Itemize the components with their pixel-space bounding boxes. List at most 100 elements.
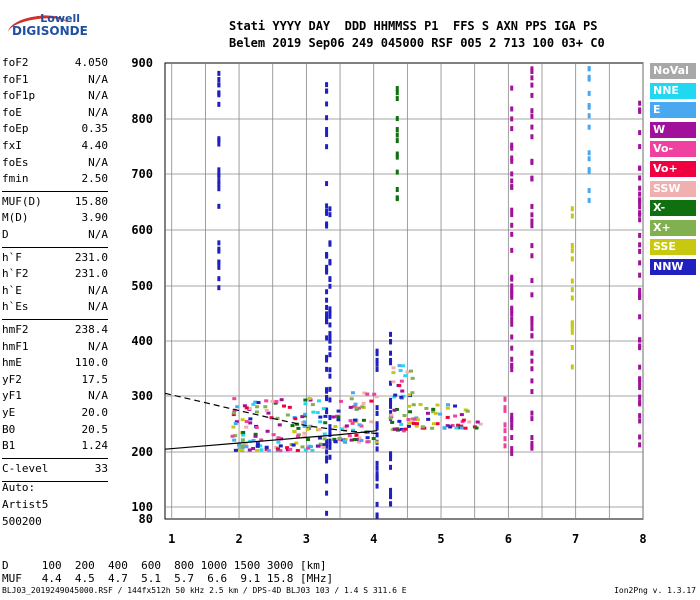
echo-mark <box>339 427 344 431</box>
echo-mark <box>374 440 379 444</box>
echo-mark <box>290 424 295 428</box>
echo-mark <box>638 260 642 266</box>
x-tick-label: 7 <box>572 532 579 546</box>
echo-mark <box>510 171 514 177</box>
echo-mark <box>325 490 329 496</box>
echo-mark <box>248 417 253 421</box>
echo-mark <box>217 285 221 291</box>
echo-mark <box>244 425 249 429</box>
param-key: hmF1 <box>2 339 29 353</box>
echo-mark <box>325 407 329 413</box>
echo-mark <box>510 450 514 456</box>
echo-mark <box>394 407 399 411</box>
echo-mark <box>510 294 514 300</box>
echo-mark <box>325 203 329 209</box>
echo-mark <box>318 420 323 424</box>
param-row: h`F2 231.0 <box>2 267 108 283</box>
echo-mark <box>292 429 297 433</box>
echo-mark <box>276 436 281 440</box>
echo-mark <box>253 434 258 438</box>
echo-mark <box>638 248 642 254</box>
echo-mark <box>405 370 410 374</box>
echo-mark <box>375 425 379 431</box>
echo-mark <box>530 326 534 332</box>
x-tick-label: 1 <box>168 532 175 546</box>
echo-mark <box>244 420 249 424</box>
echo-mark <box>445 424 450 428</box>
echo-mark <box>305 427 310 431</box>
echo-mark <box>530 82 534 88</box>
echo-mark <box>510 142 514 148</box>
echo-mark <box>321 445 326 449</box>
legend-item: Vo- <box>650 141 696 158</box>
echo-mark <box>348 405 353 409</box>
echo-mark <box>510 321 514 327</box>
param-key: C-level <box>2 461 49 475</box>
echo-mark <box>325 388 329 394</box>
echo-mark <box>503 396 507 402</box>
echo-mark <box>395 187 399 193</box>
echo-mark <box>233 422 238 426</box>
echo-mark <box>411 403 416 407</box>
echo-mark <box>638 211 642 217</box>
echo-mark <box>401 429 406 433</box>
echo-mark <box>399 427 404 431</box>
echo-mark <box>424 406 429 410</box>
y-tick-label: 700 <box>131 167 153 181</box>
echo-mark <box>570 213 574 219</box>
param-value: N/A <box>88 283 108 297</box>
echo-mark <box>530 212 534 218</box>
artist-label: Artist5 <box>2 498 49 511</box>
param-key: MUF(D) <box>2 194 42 208</box>
echo-mark <box>264 399 269 403</box>
param-key: foEs <box>2 155 29 169</box>
echo-mark <box>240 418 245 422</box>
echo-mark <box>325 357 329 363</box>
echo-mark <box>328 415 332 421</box>
param-row: C-level 33 <box>2 462 108 478</box>
auto-label: Auto: <box>2 481 36 494</box>
echo-mark <box>389 350 393 356</box>
echo-mark <box>530 134 534 140</box>
echo-mark <box>328 283 332 289</box>
echo-mark <box>352 438 357 442</box>
echo-mark <box>395 428 400 432</box>
echo-mark <box>510 207 514 213</box>
echo-mark <box>362 391 367 395</box>
echo-mark <box>306 438 311 442</box>
param-key: foE <box>2 105 22 119</box>
echo-mark <box>328 424 332 430</box>
param-key: h`F <box>2 250 22 264</box>
echo-mark <box>503 443 507 449</box>
param-value: N/A <box>88 300 108 314</box>
echo-mark <box>587 66 591 72</box>
echo-mark <box>308 445 313 449</box>
echo-mark <box>406 418 411 422</box>
echo-mark <box>278 449 283 453</box>
y-tick-label: 400 <box>131 334 153 348</box>
param-value: N/A <box>88 105 108 119</box>
echo-mark <box>510 412 514 418</box>
echo-mark <box>530 378 534 384</box>
echo-mark <box>369 420 374 424</box>
echo-mark <box>638 165 642 171</box>
echo-mark <box>389 331 393 337</box>
echo-mark <box>356 440 361 444</box>
echo-mark <box>240 438 245 442</box>
echo-mark <box>325 510 329 516</box>
echo-mark <box>350 421 355 425</box>
echo-mark <box>435 403 440 407</box>
echo-mark <box>325 264 329 270</box>
echo-mark <box>300 445 305 449</box>
echo-mark <box>333 424 338 428</box>
echo-mark <box>389 339 393 345</box>
profile-curve <box>164 430 378 450</box>
echo-mark <box>254 425 259 429</box>
echo-mark <box>328 322 332 328</box>
x-tick-label: 3 <box>303 532 310 546</box>
echo-mark <box>328 306 332 312</box>
echo-mark <box>510 247 514 253</box>
echo-mark <box>530 124 534 130</box>
echo-mark <box>461 418 466 422</box>
echo-mark <box>399 379 404 383</box>
